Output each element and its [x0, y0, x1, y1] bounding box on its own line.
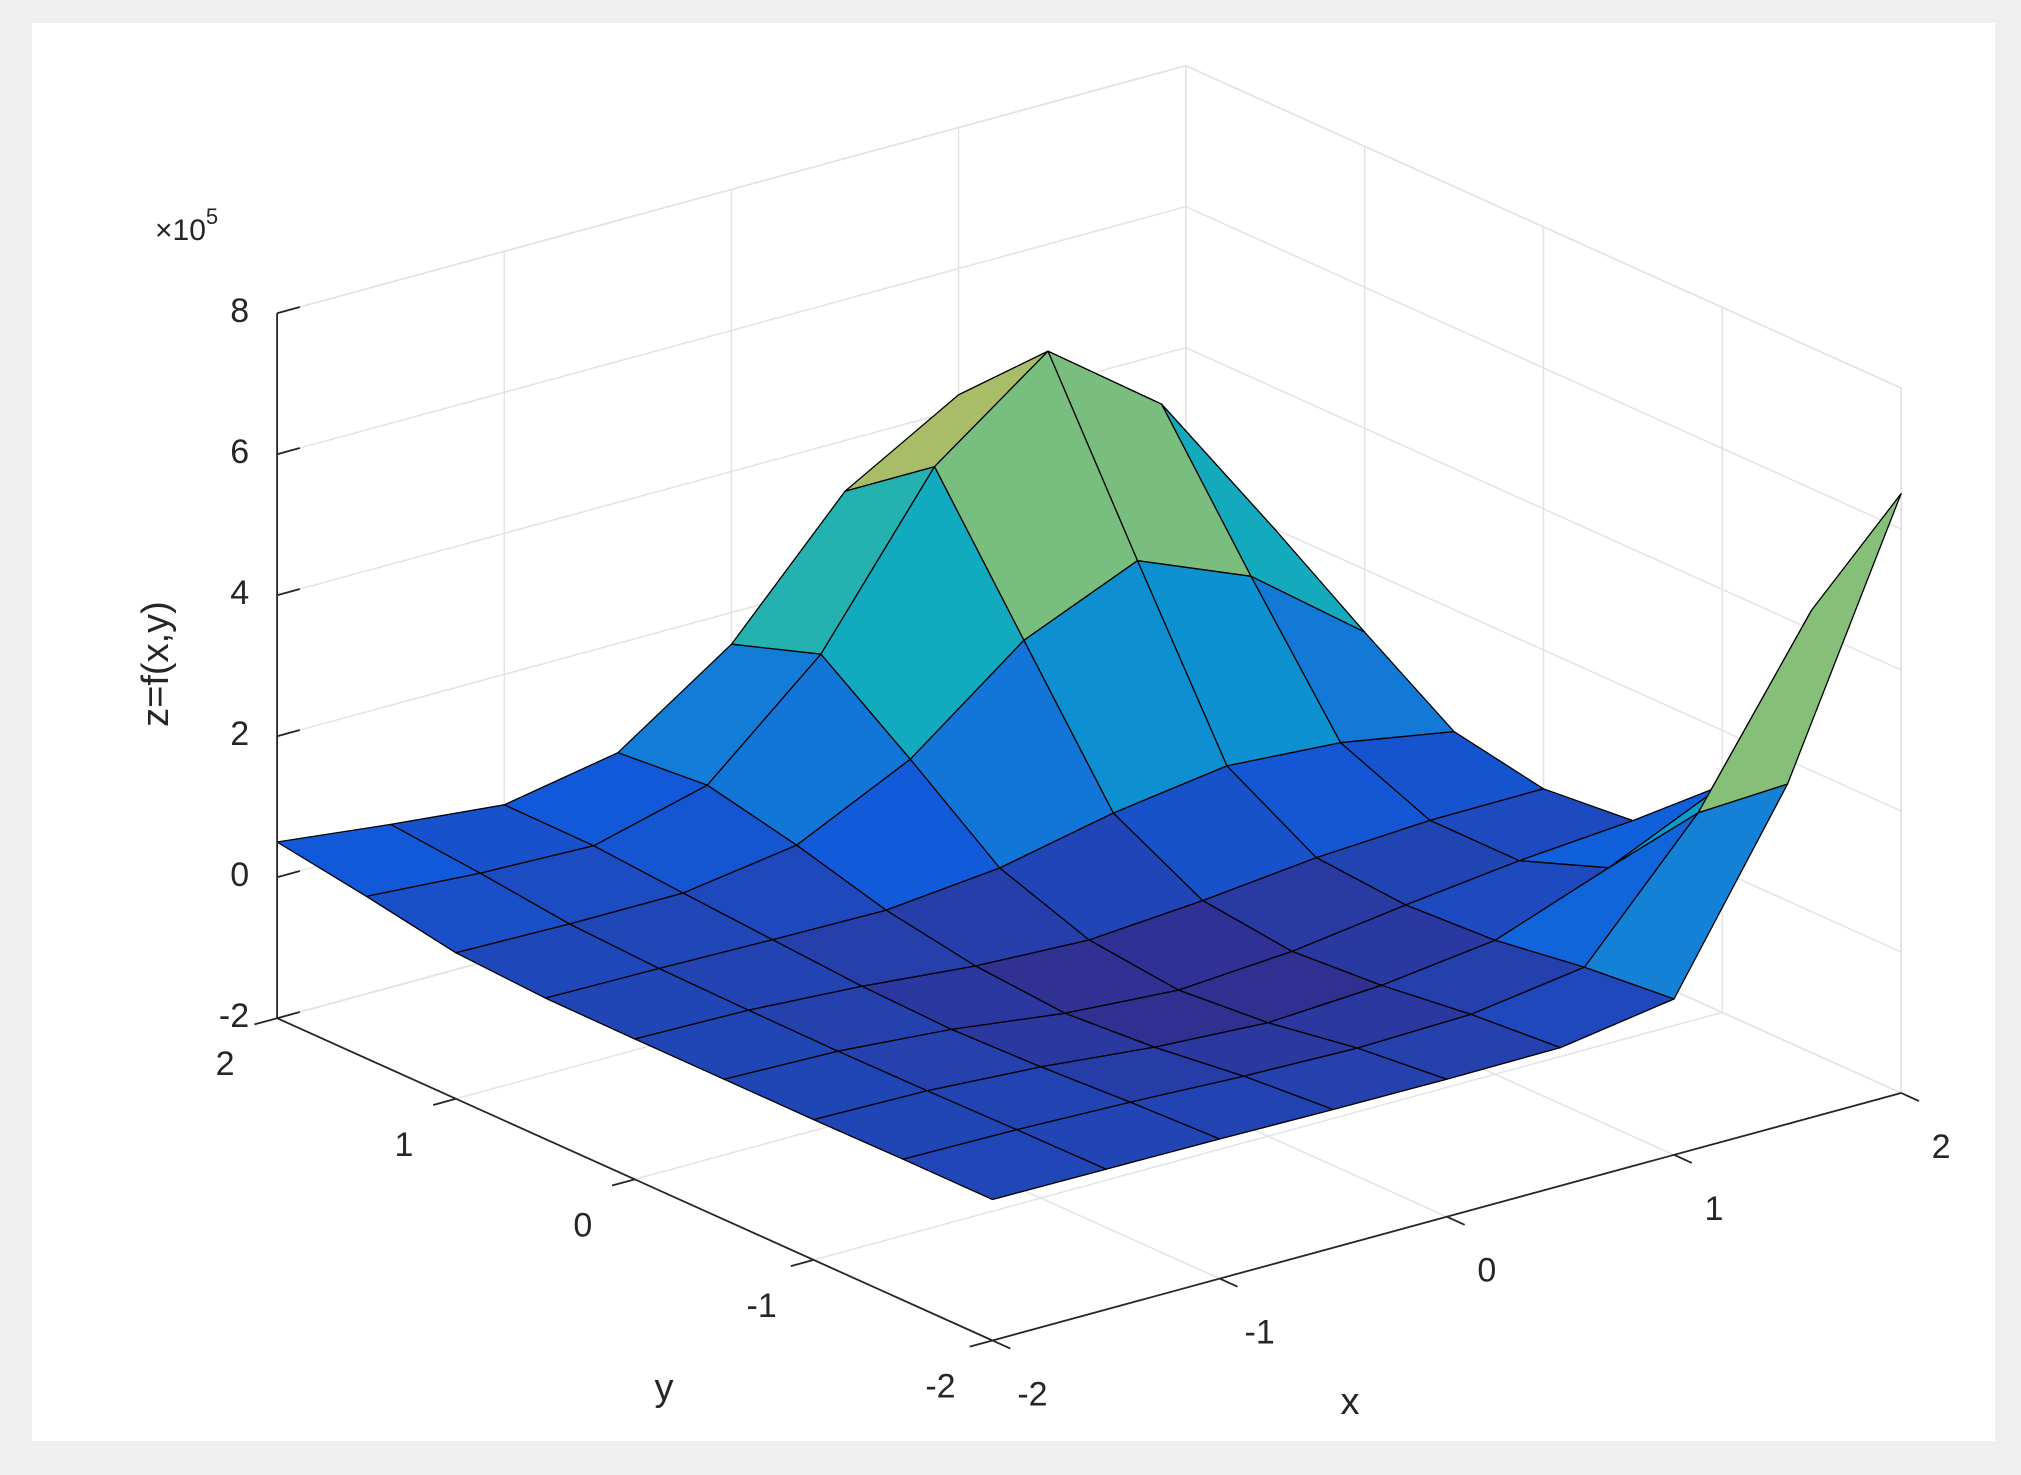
y-tick-label: 0: [573, 1206, 592, 1244]
z-tick-label: 6: [230, 433, 249, 471]
z-tick: [276, 1011, 301, 1020]
z-multiplier-base: ×10: [155, 214, 206, 247]
z-multiplier: ×105: [155, 204, 218, 247]
z-tick: [276, 306, 301, 315]
z-multiplier-exponent: 5: [206, 204, 218, 229]
x-tick: [1219, 1277, 1238, 1288]
y-tick-label: -2: [925, 1367, 955, 1405]
z-tick: [276, 447, 301, 456]
z-grid-line: [276, 64, 1902, 389]
y-axis-line: [276, 1017, 993, 1342]
surface: [276, 350, 1902, 1201]
z-axis-label: z=f(x,y): [135, 601, 177, 727]
y-tick-label: 1: [394, 1126, 413, 1164]
y-tick: [254, 1017, 278, 1026]
z-tick-label: 2: [230, 715, 249, 753]
z-tick-label: 4: [230, 574, 249, 612]
x-tick: [1446, 1215, 1466, 1226]
z-tick: [276, 588, 301, 597]
y-axis-label: y: [655, 1367, 674, 1409]
x-tick-label: -1: [1245, 1314, 1275, 1352]
z-grid-line: [276, 346, 1902, 671]
surface-face: [902, 1129, 1107, 1201]
x-tick-label: 0: [1477, 1252, 1496, 1290]
x-axis-label: x: [1341, 1381, 1360, 1423]
y-tick: [611, 1178, 636, 1187]
z-tick-label: 8: [230, 292, 249, 330]
x-tick-label: 1: [1705, 1190, 1724, 1228]
z-tick: [276, 870, 301, 879]
x-tick: [1673, 1154, 1693, 1164]
x-tick-label: 2: [1932, 1128, 1951, 1166]
y-tick: [969, 1339, 993, 1348]
x-tick-label: -2: [1017, 1375, 1047, 1413]
x-tick: [1900, 1092, 1920, 1102]
z-tick-label: 0: [230, 856, 249, 894]
y-tick: [790, 1259, 814, 1267]
z-grid-line: [276, 205, 1902, 530]
z-tick-label: -2: [219, 997, 249, 1035]
y-tick: [432, 1097, 457, 1106]
z-tick: [276, 729, 301, 738]
axes-layer: -2 -1 0 1 2 -2 -1 0 1 2 -2 0 2 4 6 8: [216, 292, 1951, 1413]
y-tick-label: 2: [216, 1045, 235, 1083]
y-tick-label: -1: [747, 1287, 777, 1325]
x-tick: [992, 1339, 1011, 1350]
